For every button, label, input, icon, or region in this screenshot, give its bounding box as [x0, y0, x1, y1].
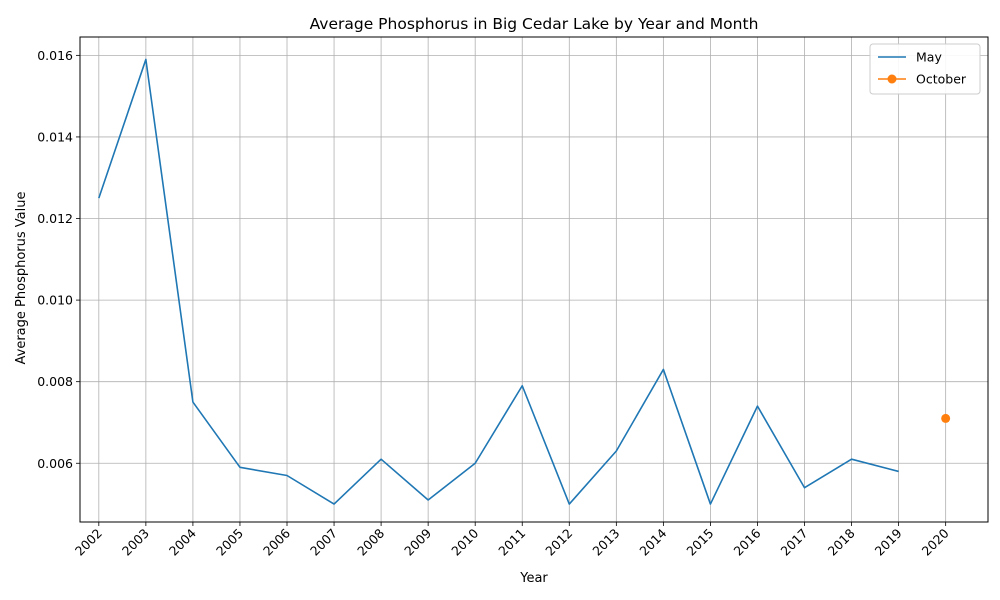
y-tick-label: 0.008 [37, 374, 73, 389]
legend: May October [869, 43, 981, 95]
plot-frame [79, 36, 989, 523]
series-line-may [98, 58, 899, 505]
x-axis-label: Year [519, 571, 548, 586]
y-axis: 0.006 0.008 0.010 0.012 0.014 0.016 [37, 48, 80, 471]
legend-label-october: October [916, 72, 967, 87]
legend-label-may: May [916, 50, 942, 65]
y-tick-label: 0.010 [37, 293, 73, 308]
y-tick-label: 0.012 [37, 211, 73, 226]
data-point-october [941, 413, 951, 423]
y-axis-label: Average Phosphorus Value [14, 192, 29, 365]
chart-title: Average Phosphorus in Big Cedar Lake by … [310, 15, 759, 33]
y-tick-label: 0.006 [37, 456, 73, 471]
y-tick-label: 0.014 [37, 129, 73, 144]
y-tick-label: 0.016 [37, 48, 73, 63]
grid [80, 37, 988, 522]
legend-marker-october [887, 74, 897, 84]
series-layer [98, 58, 951, 505]
